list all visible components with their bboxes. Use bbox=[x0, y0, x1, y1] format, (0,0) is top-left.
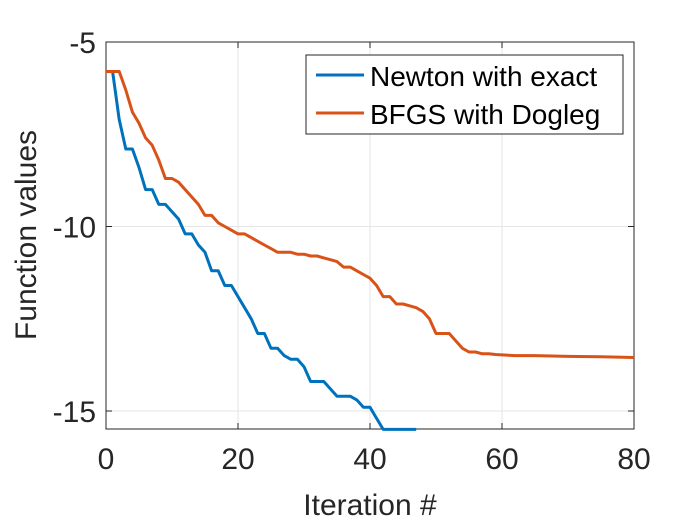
x-tick-label: 80 bbox=[617, 443, 650, 476]
y-tick-label: -10 bbox=[53, 212, 96, 245]
series-line-newton bbox=[106, 70, 417, 431]
x-tick-label: 0 bbox=[98, 443, 115, 476]
x-axis-label: Iteration # bbox=[303, 489, 437, 522]
legend-label-bfgs: BFGS with Dogleg bbox=[370, 99, 600, 130]
y-tick-label: -5 bbox=[69, 27, 96, 60]
x-tick-label: 60 bbox=[485, 443, 518, 476]
y-axis-label: Function values bbox=[10, 130, 43, 340]
legend-box bbox=[305, 54, 624, 135]
x-tick-label: 40 bbox=[353, 443, 386, 476]
legend-label-newton: Newton with exact bbox=[370, 61, 597, 92]
legend: Newton with exact BFGS with Dogleg bbox=[305, 54, 624, 135]
y-tick-label: -15 bbox=[53, 396, 96, 429]
series-line-bfgs bbox=[106, 70, 635, 359]
x-tick-label: 20 bbox=[221, 443, 254, 476]
axis-ticks: 0 20 40 60 80 -5 -10 -15 bbox=[53, 27, 651, 476]
series-lines bbox=[106, 70, 635, 431]
